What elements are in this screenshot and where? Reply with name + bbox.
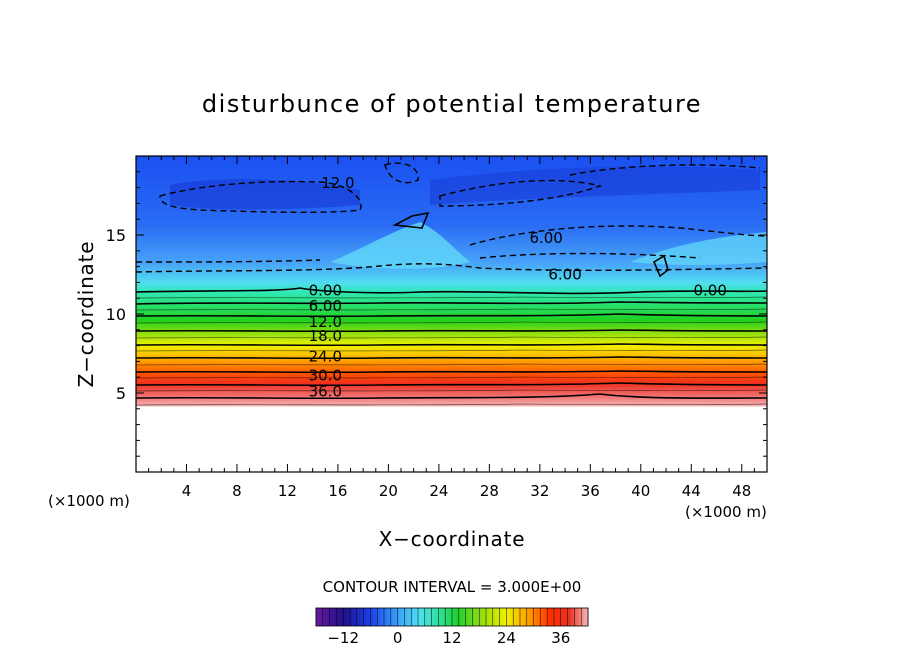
x-axis: 4 8 12 16 20 24 28 32 36 40 44 48 — [148, 156, 755, 500]
x-tick-label: 32 — [530, 482, 549, 500]
contour-label: 6.00 — [529, 229, 562, 247]
x-unit-label-right: (×1000 m) — [685, 503, 767, 521]
contour-label-layer: 0.006.0012.018.024.030.036.012.06.006.00… — [309, 174, 727, 401]
dashed-contours — [136, 162, 767, 273]
colorbar-tick-label: 24 — [497, 629, 516, 647]
x-axis-title: X−coordinate — [379, 527, 526, 551]
x-tick-label: 12 — [278, 482, 297, 500]
contour-label: 36.0 — [309, 382, 342, 400]
solid-contours — [136, 211, 767, 400]
contour-label: 0.00 — [309, 281, 342, 299]
contour-label: 12.0 — [309, 313, 342, 331]
colorbar-ticks: −12 0 12 24 36 — [315, 608, 589, 647]
x-tick-label: 44 — [682, 482, 701, 500]
chart-title: disturbunce of potential temperature — [202, 90, 702, 118]
colorbar-tick-label: 12 — [442, 629, 461, 647]
y-axis: 5 10 15 — [106, 171, 767, 457]
contour-label: 6.00 — [309, 297, 342, 315]
x-tick-label: 24 — [429, 482, 448, 500]
x-tick-label: 16 — [328, 482, 347, 500]
x-tick-label: 48 — [732, 482, 751, 500]
contour-label: 6.00 — [548, 266, 581, 284]
contour-label: 24.0 — [309, 348, 342, 366]
colorbar-tick-label: 36 — [551, 629, 570, 647]
contour-label: 0.00 — [694, 281, 727, 299]
x-unit-label-left: (×1000 m) — [48, 492, 130, 510]
cyan-plume — [330, 222, 470, 269]
y-axis-title: Z−coordinate — [74, 241, 98, 388]
x-tick-label: 28 — [480, 482, 499, 500]
colorbar-tick-label: −12 — [327, 629, 359, 647]
contour-label: 30.0 — [309, 367, 342, 385]
y-tick-label: 5 — [116, 384, 126, 403]
y-tick-label: 10 — [106, 305, 126, 324]
upper-dark-band-right — [430, 166, 760, 205]
x-tick-label: 4 — [182, 482, 192, 500]
x-tick-label: 20 — [379, 482, 398, 500]
contour-label: 12.0 — [321, 174, 354, 192]
colorbar-tick-label: 0 — [393, 629, 403, 647]
contour-label: 18.0 — [309, 327, 342, 345]
upper-dark-band — [170, 178, 360, 210]
x-tick-label: 8 — [232, 482, 242, 500]
thin-contours — [136, 296, 767, 406]
x-tick-label: 40 — [631, 482, 650, 500]
contour-interval-label: CONTOUR INTERVAL = 3.000E+00 — [323, 578, 582, 596]
x-tick-label: 36 — [581, 482, 600, 500]
plot-area: 0.006.0012.018.024.030.036.012.06.006.00… — [136, 156, 767, 472]
y-tick-label: 15 — [106, 226, 126, 245]
